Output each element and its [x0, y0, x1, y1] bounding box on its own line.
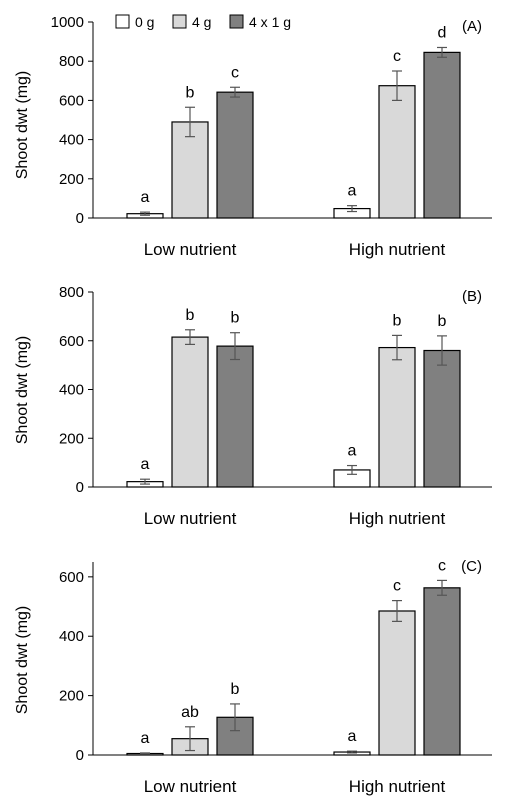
bar: [423, 587, 461, 756]
significance-letter: ab: [181, 704, 199, 721]
chart-panel: 0 200 400 600 800 1000 Shoot dwt (mg) (A) Low nu…: [14, 14, 492, 259]
x-category-label: Low nutrient: [144, 509, 237, 528]
chart-panels: 0 200 400 600 800 1000 Shoot dwt (mg) (A) Low nu…: [14, 14, 492, 796]
significance-letter: b: [393, 312, 402, 329]
y-tick-label: 200: [59, 171, 84, 188]
significance-letter: b: [186, 307, 195, 324]
significance-letter: a: [348, 443, 357, 460]
legend-label: 0 g: [135, 14, 154, 30]
y-tick-label: 400: [59, 382, 84, 399]
legend-swatch: [172, 14, 187, 29]
chart-panel: 0 200 400 600 Shoot dwt (mg) (C) Low nutrient H…: [14, 557, 492, 796]
x-category-label: High nutrient: [349, 777, 446, 796]
panel-label: (C): [461, 558, 482, 575]
bar: [171, 336, 209, 488]
bar: [378, 85, 416, 219]
chart-panel: 0 200 400 600 800 Shoot dwt (mg) (B) Low nutrie…: [14, 284, 492, 528]
x-category-label: High nutrient: [349, 240, 446, 259]
significance-letter: c: [231, 64, 239, 81]
y-tick-label: 600: [59, 92, 84, 109]
significance-letter: a: [141, 189, 150, 206]
y-tick-label: 1000: [51, 14, 84, 31]
significance-letter: c: [438, 557, 446, 574]
significance-letter: b: [186, 84, 195, 101]
bar: [216, 345, 254, 488]
significance-letter: a: [348, 728, 357, 745]
y-tick-label: 0: [76, 747, 84, 764]
bar: [378, 346, 416, 488]
y-tick-label: 800: [59, 53, 84, 70]
significance-letter: b: [438, 313, 447, 330]
significance-letter: c: [393, 578, 401, 595]
significance-letter: a: [141, 730, 150, 747]
y-axis-label: Shoot dwt (mg): [14, 336, 31, 444]
y-tick-label: 0: [76, 479, 84, 496]
significance-letter: b: [231, 681, 240, 698]
y-tick-label: 400: [59, 132, 84, 149]
panel-label: (A): [462, 18, 482, 35]
x-category-label: Low nutrient: [144, 240, 237, 259]
bar: [423, 51, 461, 219]
legend-swatch: [115, 14, 130, 29]
legend-label: 4 x 1 g: [249, 14, 291, 30]
x-category-label: High nutrient: [349, 509, 446, 528]
significance-letter: d: [438, 24, 447, 41]
legend-swatch: [229, 14, 244, 29]
y-axis-label: Shoot dwt (mg): [14, 606, 31, 714]
significance-letter: a: [141, 456, 150, 473]
y-tick-label: 200: [59, 688, 84, 705]
bar: [216, 91, 254, 219]
y-tick-label: 600: [59, 333, 84, 350]
y-axis-label: Shoot dwt (mg): [14, 71, 31, 179]
significance-letter: a: [348, 183, 357, 200]
bar: [171, 121, 209, 219]
y-tick-label: 200: [59, 430, 84, 447]
panel-label: (B): [462, 288, 482, 305]
y-tick-label: 400: [59, 628, 84, 645]
significance-letter: b: [231, 310, 240, 327]
bar: [378, 610, 416, 756]
significance-letter: c: [393, 48, 401, 65]
bar: [423, 349, 461, 488]
y-tick-label: 800: [59, 284, 84, 301]
y-tick-label: 600: [59, 569, 84, 586]
y-tick-label: 0: [76, 210, 84, 227]
x-category-label: Low nutrient: [144, 777, 237, 796]
legend: 0 g 4 g 4 x 1 g: [115, 14, 291, 30]
legend-label: 4 g: [192, 14, 211, 30]
